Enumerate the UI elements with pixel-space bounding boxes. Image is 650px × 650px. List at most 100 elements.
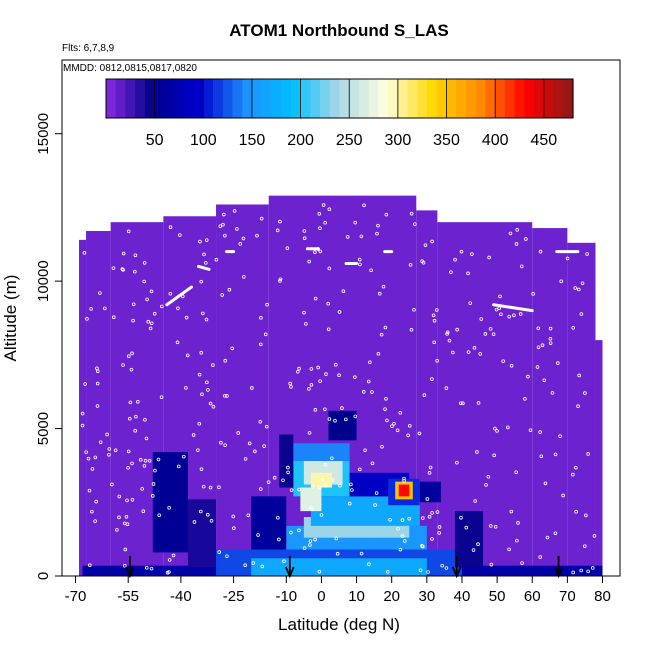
sample-point [323,483,328,488]
sample-point [159,395,164,399]
sample-point [523,397,527,401]
colorbar-swatch [320,79,331,118]
sample-point [149,566,154,571]
colorbar-tick-label: 200 [287,132,314,149]
sample-point [124,514,129,519]
sample-point [231,514,236,519]
sample-point [466,271,470,276]
sample-point [258,419,263,424]
sample-point [157,513,162,518]
sample-point [259,316,263,320]
colorbar-tick-label: 300 [385,132,412,149]
sample-point [232,526,236,531]
sample-point [430,239,434,244]
sample-point [553,452,558,457]
colorbar-swatch [242,79,253,118]
sample-point [585,252,589,256]
colorbar-swatch [310,79,321,118]
sample-point [318,379,322,383]
sample-point [176,464,181,469]
sample-point [171,553,176,558]
colorbar-swatch [261,79,272,118]
sample-point [428,465,433,470]
sample-point [320,477,325,482]
sample-point [509,363,514,368]
sample-point [222,212,226,217]
sample-point [145,297,149,302]
sample-point [476,401,481,405]
sample-point [353,414,358,419]
sample-point [217,485,221,490]
sample-point [434,308,439,312]
sample-point [412,307,416,312]
sample-point [105,432,109,437]
sample-point [297,366,301,371]
sample-point [302,229,307,233]
sample-point [475,450,479,454]
colorbar-swatch [222,79,234,118]
sample-point [520,561,524,565]
sample-point [538,249,543,254]
sample-point [307,259,311,264]
sample-point [247,441,252,446]
sample-point [126,354,131,359]
sample-point [197,421,202,426]
sample-point [451,350,455,355]
sample-point [297,528,301,533]
sample-point [390,424,394,428]
sample-point [327,266,332,271]
sample-point [285,246,290,251]
sample-point [430,511,434,515]
sample-point [376,223,380,228]
sample-track [492,303,534,313]
sample-point [559,279,564,284]
sample-point [318,226,322,230]
sample-point [455,327,459,332]
x-tick-label: 40 [454,588,471,605]
sample-point [539,454,544,459]
sample-point [353,220,358,225]
sample-point [120,267,125,271]
sample-point [126,229,131,234]
sample-point [374,491,379,495]
sample-point [121,268,125,272]
sample-point [326,301,331,306]
sample-point [307,431,312,435]
heat-cell [454,511,484,568]
sample-point [152,311,157,316]
sample-point [126,465,130,470]
sample-point [199,467,204,471]
sample-point [565,256,570,261]
sample-point [308,543,312,547]
sample-point [230,346,234,351]
sample-point [420,543,424,548]
sample-point [367,562,371,566]
sample-point [241,236,246,241]
sample-point [217,550,222,554]
sample-point [384,212,389,217]
sample-point [286,465,290,470]
sample-point [492,453,496,458]
sample-point [264,424,269,429]
sample-point [570,472,575,477]
sample-point [422,393,427,397]
sample-point [181,454,186,459]
sample-point [409,211,414,216]
sample-point [558,434,562,439]
sample-point [147,459,152,463]
sample-point [493,426,497,431]
sample-point [309,383,314,387]
colorbar-swatch [300,79,311,118]
sample-point [486,474,491,479]
sample-point [308,539,313,543]
sample-point [143,458,148,463]
sample-point [130,461,134,466]
sample-point [514,242,519,246]
sample-point [197,372,202,377]
sample-point [361,390,366,394]
sample-point [507,547,511,552]
sample-point [571,326,576,330]
sample-point [243,563,247,568]
sample-point [289,530,293,535]
sample-point [211,363,215,367]
